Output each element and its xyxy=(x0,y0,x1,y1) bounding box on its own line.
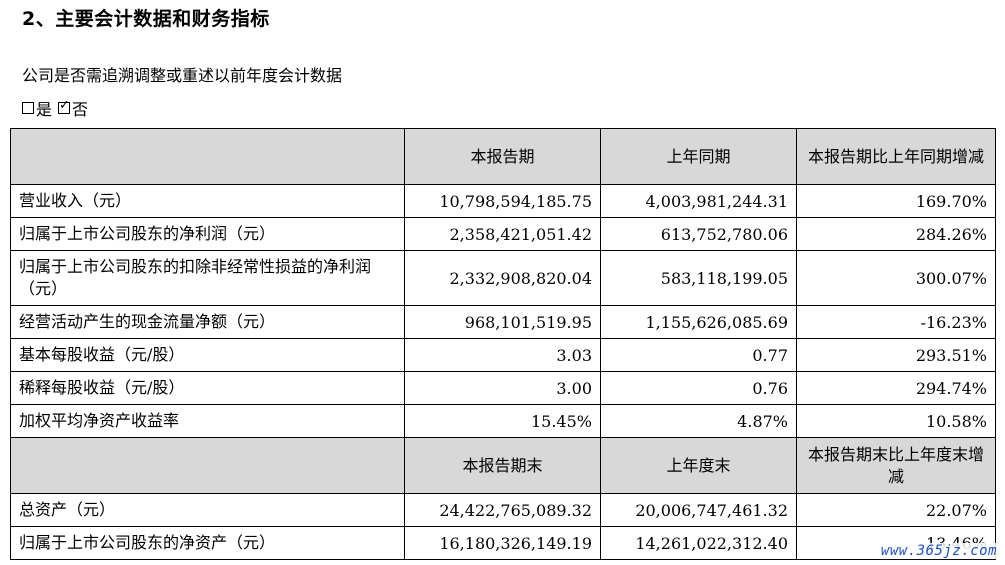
change-value: 284.26% xyxy=(796,217,996,251)
row-label: 加权平均净资产收益率 xyxy=(10,404,405,438)
header-period-end-change: 本报告期末比上年度末增减 xyxy=(796,437,996,494)
current-value: 2,332,908,820.04 xyxy=(404,250,601,306)
previous-value: 4,003,981,244.31 xyxy=(600,184,797,218)
header-blank-cell xyxy=(10,128,405,185)
option-no[interactable]: 否 xyxy=(58,96,88,120)
change-value: 293.51% xyxy=(796,338,996,372)
current-value: 10,798,594,185.75 xyxy=(404,184,601,218)
row-label: 基本每股收益（元/股） xyxy=(10,338,405,372)
change-value: 169.70% xyxy=(796,184,996,218)
header-current-period: 本报告期 xyxy=(404,128,601,185)
previous-value: 0.77 xyxy=(600,338,797,372)
current-value: 24,422,765,089.32 xyxy=(404,493,601,527)
site-watermark: www.365jz.com xyxy=(880,543,997,559)
previous-value: 1,155,626,085.69 xyxy=(600,305,797,339)
table-row: 稀释每股收益（元/股） 3.00 0.76 294.74% xyxy=(10,371,996,405)
row-label: 总资产（元） xyxy=(10,493,405,527)
header-blank-cell xyxy=(10,437,405,494)
previous-value: 0.76 xyxy=(600,371,797,405)
row-label: 归属于上市公司股东的扣除非经常性损益的净利润（元） xyxy=(10,250,405,306)
previous-value: 14,261,022,312.40 xyxy=(600,526,797,560)
option-yes[interactable]: 是 xyxy=(22,96,52,120)
option-yes-label: 是 xyxy=(36,100,53,119)
table-row: 归属于上市公司股东的净资产（元） 16,180,326,149.19 14,26… xyxy=(10,526,996,560)
row-label: 稀释每股收益（元/股） xyxy=(10,371,405,405)
current-value: 968,101,519.95 xyxy=(404,305,601,339)
table-row: 归属于上市公司股东的扣除非经常性损益的净利润（元） 2,332,908,820.… xyxy=(10,250,996,306)
change-value: 294.74% xyxy=(796,371,996,405)
restatement-options: 是 否 xyxy=(22,96,94,120)
current-value: 16,180,326,149.19 xyxy=(404,526,601,560)
table-header-row: 本报告期 上年同期 本报告期比上年同期增减 xyxy=(10,128,996,185)
current-value: 3.00 xyxy=(404,371,601,405)
change-value: 22.07% xyxy=(796,493,996,527)
table-row: 总资产（元） 24,422,765,089.32 20,006,747,461.… xyxy=(10,493,996,527)
previous-value: 20,006,747,461.32 xyxy=(600,493,797,527)
current-value: 3.03 xyxy=(404,338,601,372)
change-value: 300.07% xyxy=(796,250,996,306)
header-period-change: 本报告期比上年同期增减 xyxy=(796,128,996,185)
row-label: 经营活动产生的现金流量净额（元） xyxy=(10,305,405,339)
table-row: 归属于上市公司股东的净利润（元） 2,358,421,051.42 613,75… xyxy=(10,217,996,251)
restatement-question: 公司是否需追溯调整或重述以前年度会计数据 xyxy=(22,66,343,85)
table-header-row: 本报告期末 上年度末 本报告期末比上年度末增减 xyxy=(10,437,996,494)
previous-value: 613,752,780.06 xyxy=(600,217,797,251)
header-period-end: 本报告期末 xyxy=(404,437,601,494)
current-value: 2,358,421,051.42 xyxy=(404,217,601,251)
section-heading: 2、主要会计数据和财务指标 xyxy=(22,8,270,30)
option-no-label: 否 xyxy=(72,100,89,119)
header-previous-period: 上年同期 xyxy=(600,128,797,185)
checked-checkbox-icon[interactable] xyxy=(58,98,71,114)
change-value: 10.58% xyxy=(796,404,996,438)
current-value: 15.45% xyxy=(404,404,601,438)
change-value: -16.23% xyxy=(796,305,996,339)
header-previous-year-end: 上年度末 xyxy=(600,437,797,494)
unchecked-checkbox-icon[interactable] xyxy=(22,102,34,114)
table-row: 经营活动产生的现金流量净额（元） 968,101,519.95 1,155,62… xyxy=(10,305,996,339)
row-label: 营业收入（元） xyxy=(10,184,405,218)
previous-value: 583,118,199.05 xyxy=(600,250,797,306)
table-row: 营业收入（元） 10,798,594,185.75 4,003,981,244.… xyxy=(10,184,996,218)
table-row: 加权平均净资产收益率 15.45% 4.87% 10.58% xyxy=(10,404,996,438)
row-label: 归属于上市公司股东的净利润（元） xyxy=(10,217,405,251)
financial-data-table: 本报告期 上年同期 本报告期比上年同期增减 营业收入（元） 10,798,594… xyxy=(10,128,996,560)
previous-value: 4.87% xyxy=(600,404,797,438)
table-row: 基本每股收益（元/股） 3.03 0.77 293.51% xyxy=(10,338,996,372)
row-label: 归属于上市公司股东的净资产（元） xyxy=(10,526,405,560)
